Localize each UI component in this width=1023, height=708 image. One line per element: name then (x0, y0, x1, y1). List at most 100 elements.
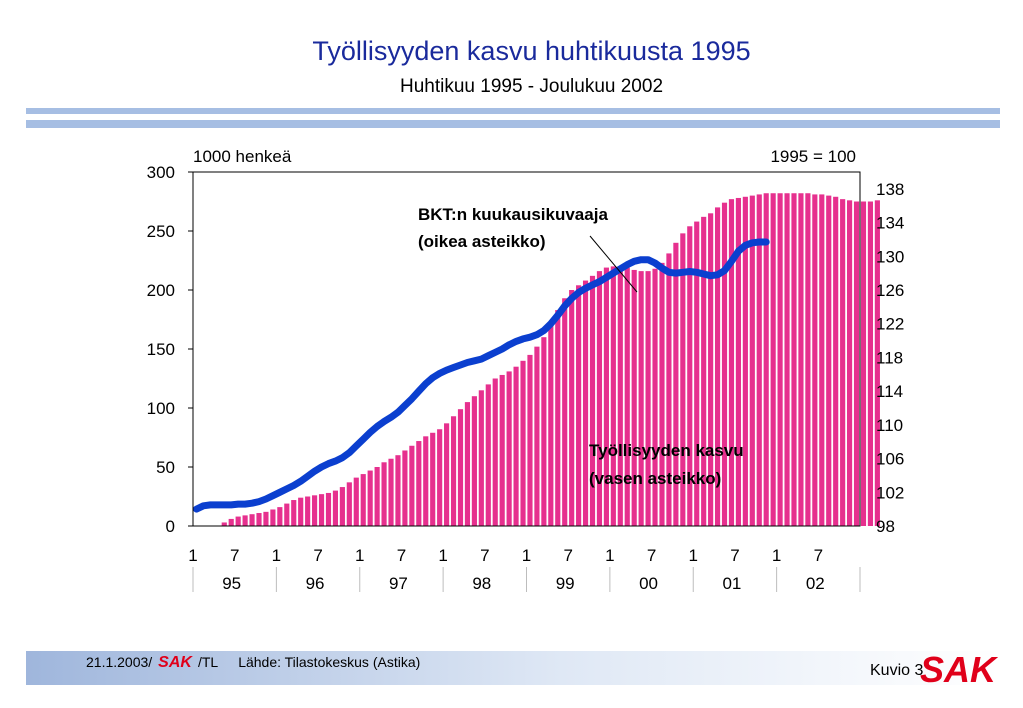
employment-bar (576, 285, 582, 526)
employment-bar (485, 384, 491, 526)
employment-bar (652, 268, 658, 526)
employment-bar (569, 290, 575, 526)
month-tick-label: 7 (730, 546, 739, 565)
left-axis-tick-label: 50 (156, 458, 175, 477)
employment-bar (791, 193, 797, 527)
employment-bar (742, 196, 748, 526)
footer-author: /TL (197, 654, 219, 670)
employment-bar (840, 199, 846, 526)
employment-bar (409, 445, 415, 526)
employment-bar (464, 402, 471, 526)
employment-bar (444, 423, 450, 526)
employment-bar (756, 194, 762, 527)
employment-bar (603, 267, 609, 526)
year-label: 96 (306, 574, 325, 593)
slide-title: Työllisyyden kasvu huhtikuusta 1995 (312, 36, 751, 66)
employment-bar (534, 346, 540, 526)
employment-bar (541, 337, 547, 526)
employment-bar (270, 509, 276, 526)
employment-bar (353, 477, 359, 526)
year-label: 98 (472, 574, 491, 593)
gdp-annotation-line2: (oikea asteikko) (418, 232, 546, 251)
employment-bar (701, 216, 707, 526)
month-tick-label: 7 (563, 546, 572, 565)
left-axis-tick-label: 150 (147, 340, 175, 359)
header-rule-bottom (26, 120, 1000, 128)
month-tick-label: 1 (605, 546, 614, 565)
employment-bar (325, 492, 332, 526)
employment-bar (728, 199, 735, 526)
right-axis-tick-label: 126 (876, 281, 904, 300)
employment-bar (770, 193, 776, 527)
footer-credits: 21.1.2003/SAK/TL Lähde: Tilastokeskus (As… (86, 654, 420, 672)
gdp-line (193, 238, 770, 513)
employment-bar (610, 266, 616, 526)
employment-bar (680, 233, 686, 527)
employment-bar (513, 366, 519, 526)
right-axis-tick-label: 130 (876, 247, 904, 266)
month-tick-label: 7 (230, 546, 239, 565)
right-axis-tick-label: 114 (876, 382, 903, 401)
employment-bar (492, 378, 498, 526)
employment-bar (506, 371, 512, 526)
employment-bar (749, 195, 755, 526)
left-axis-tick-label: 300 (147, 163, 175, 182)
month-tick-label: 7 (480, 546, 489, 565)
right-axis-tick-label: 106 (876, 450, 904, 469)
employment-bar (721, 202, 728, 526)
month-tick-label: 7 (647, 546, 656, 565)
employment-bar (388, 458, 394, 526)
employment-bar (812, 194, 818, 527)
employment-bar (402, 450, 408, 526)
employment-bar (256, 513, 262, 526)
employment-bar (860, 201, 867, 526)
figure-number: Kuvio 3 (870, 662, 924, 679)
employment-bar (645, 271, 651, 526)
employment-bar (457, 409, 464, 526)
employment-bar (437, 429, 443, 526)
month-tick-label: 7 (313, 546, 322, 565)
month-tick-label: 1 (522, 546, 531, 565)
right-axis-tick-label: 134 (876, 214, 904, 233)
employment-bar (708, 213, 714, 527)
employment-bar (687, 226, 693, 526)
left-axis-tick-label: 100 (147, 399, 175, 418)
employment-bar (520, 360, 526, 526)
footer-band (26, 651, 1000, 685)
employment-bar (826, 195, 832, 526)
employment-bar (582, 280, 589, 526)
gdp-line-layer (193, 238, 770, 513)
employment-bar (617, 266, 623, 526)
right-axis-tick-label: 122 (876, 315, 904, 334)
employment-bar (284, 503, 290, 526)
year-label: 95 (222, 574, 241, 593)
employment-bar (478, 390, 484, 526)
employment-bar (631, 269, 637, 526)
employment-bar (339, 487, 345, 526)
right-axis-tick-label: 118 (876, 348, 903, 367)
employment-bar (777, 193, 783, 527)
month-tick-label: 1 (772, 546, 781, 565)
employment-bar (291, 500, 297, 526)
employment-bar (423, 436, 429, 526)
chart-annotations: BKT:n kuukausikuvaaja (oikea asteikko) Työ… (418, 205, 744, 488)
sak-logo: SAK (920, 652, 998, 686)
employment-bar (381, 462, 387, 526)
left-axis-tick-label: 0 (166, 517, 175, 536)
employment-bar (346, 482, 352, 526)
employment-annotation-line1: Työllisyyden kasvu (589, 441, 744, 460)
employment-bar (305, 496, 311, 526)
right-axis-tick-label: 102 (876, 483, 904, 502)
right-axis-unit-label: 1995 = 100 (770, 147, 856, 166)
sak-logo-text: SAK (920, 652, 998, 686)
employment-bar (714, 207, 721, 526)
footer-brand: SAK (158, 654, 192, 671)
month-tick-label: 1 (438, 546, 447, 565)
employment-bar (833, 196, 839, 526)
left-axis-unit-label: 1000 henkeä (193, 147, 292, 166)
employment-bar (548, 323, 554, 526)
employment-bar (527, 354, 533, 526)
employment-bar (499, 374, 505, 526)
month-tick-label: 1 (355, 546, 364, 565)
employment-bar (847, 200, 853, 526)
